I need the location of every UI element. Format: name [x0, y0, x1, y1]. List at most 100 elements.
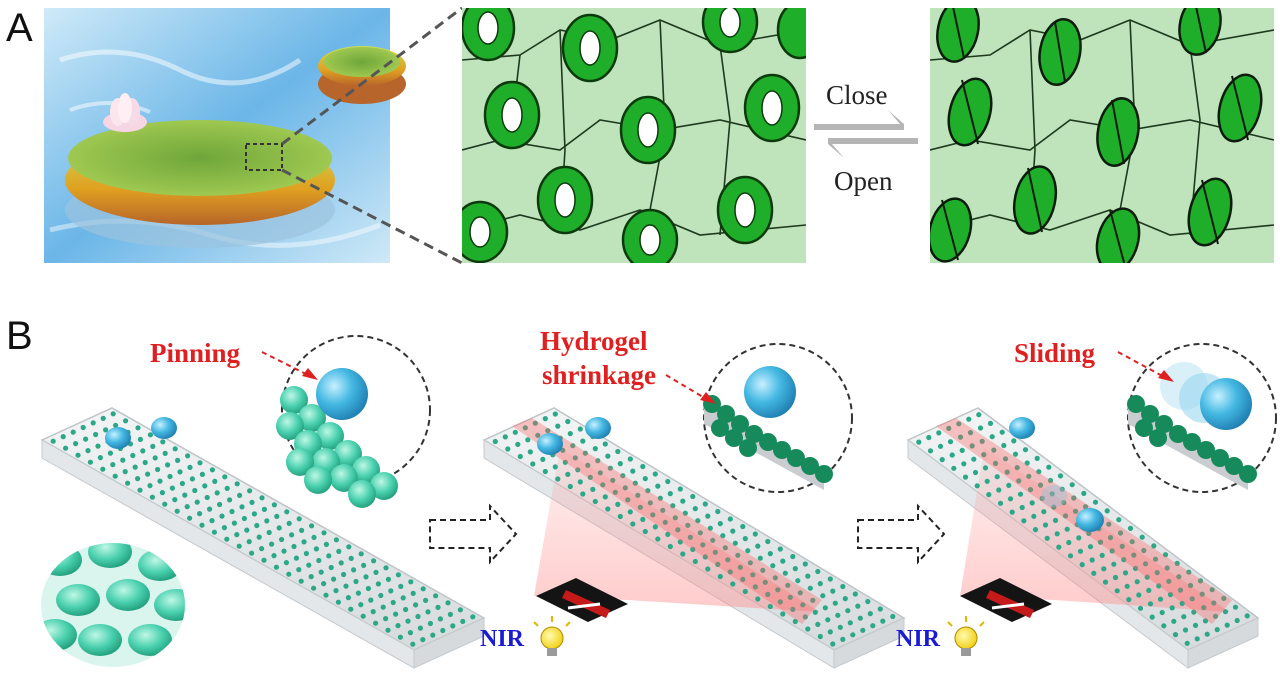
micro-sphere — [445, 600, 451, 606]
micro-sphere — [259, 546, 265, 552]
micro-sphere — [187, 515, 193, 521]
micro-sphere — [323, 592, 329, 598]
micro-sphere — [949, 452, 955, 458]
micro-sphere — [1174, 560, 1180, 567]
micro-sphere — [460, 618, 466, 625]
micro-sphere — [860, 627, 866, 633]
micro-sphere — [375, 581, 381, 587]
micro-sphere — [865, 598, 871, 605]
micro-sphere — [850, 632, 856, 638]
micro-sphere — [717, 573, 723, 580]
micro-sphere — [752, 584, 758, 590]
micro-sphere — [388, 588, 394, 594]
micro-sphere — [239, 504, 245, 510]
micro-sphere — [323, 541, 329, 548]
micro-sphere — [430, 632, 436, 638]
nir-label-1: NIR — [480, 626, 525, 652]
micro-sphere — [1049, 491, 1055, 497]
micro-sphere — [120, 457, 126, 463]
micro-sphere — [224, 536, 230, 542]
micro-sphere — [936, 430, 942, 436]
pinning-label: Pinning — [150, 338, 241, 368]
sliding-droplet — [1076, 508, 1104, 532]
micro-sphere — [321, 581, 327, 587]
micro-sphere — [185, 453, 191, 459]
micro-sphere — [675, 527, 681, 533]
micro-sphere — [395, 572, 401, 578]
micro-sphere — [289, 532, 295, 538]
micro-sphere — [1111, 561, 1117, 567]
micro-sphere — [172, 446, 178, 452]
micro-sphere — [777, 546, 783, 552]
micro-sphere — [535, 432, 541, 438]
micro-sphere — [522, 425, 528, 431]
micro-sphere — [807, 585, 813, 591]
micro-sphere — [817, 581, 823, 587]
micro-sphere — [338, 560, 344, 566]
micro-sphere — [199, 522, 205, 528]
micro-sphere — [318, 569, 324, 575]
substrate-slide-1 — [40, 407, 486, 669]
micro-sphere — [1019, 504, 1025, 511]
arrowheads — [302, 368, 1174, 404]
micro-sphere — [219, 513, 225, 519]
micro-sphere — [321, 530, 327, 536]
micro-sphere — [309, 523, 315, 529]
nir-label-2: NIR — [896, 626, 941, 652]
micro-sphere — [722, 545, 728, 551]
micro-sphere — [927, 448, 934, 454]
micro-sphere — [647, 500, 653, 506]
micro-sphere — [795, 578, 801, 584]
micro-sphere — [222, 474, 228, 480]
micro-sphere — [957, 434, 964, 440]
micro-sphere — [1032, 527, 1039, 533]
micro-sphere — [572, 455, 578, 461]
reversible-arrows — [814, 110, 918, 158]
micro-sphere — [224, 485, 230, 491]
micro-sphere — [615, 501, 621, 507]
micro-sphere — [1016, 478, 1022, 484]
micro-sphere — [343, 583, 349, 589]
micro-sphere — [1104, 508, 1110, 514]
micro-sphere — [620, 473, 626, 479]
micro-sphere — [994, 474, 1000, 480]
micro-sphere — [1081, 490, 1087, 496]
micro-sphere — [642, 528, 648, 535]
micro-sphere — [1189, 596, 1195, 602]
hydrogel-label: Hydrogel — [540, 326, 648, 356]
micro-sphere — [1116, 517, 1122, 523]
micro-sphere — [870, 623, 876, 629]
micro-sphere — [197, 510, 203, 517]
micro-sphere — [946, 425, 952, 431]
micro-sphere — [457, 607, 463, 613]
micro-sphere — [1056, 544, 1062, 550]
micro-sphere — [677, 486, 683, 492]
micro-sphere — [385, 627, 391, 633]
micro-sphere — [792, 618, 798, 625]
micro-sphere — [670, 503, 676, 509]
micro-sphere — [685, 522, 691, 528]
micro-sphere — [1224, 622, 1230, 628]
micro-sphere — [427, 620, 433, 627]
micro-sphere — [241, 515, 247, 522]
zoom-line-bottom — [281, 168, 463, 265]
micro-sphere — [420, 637, 426, 643]
micro-sphere — [712, 549, 718, 555]
close-label: Close — [826, 80, 888, 110]
micro-sphere — [755, 596, 761, 602]
micro-sphere — [637, 504, 643, 510]
micro-sphere — [926, 434, 932, 441]
micro-sphere — [742, 536, 748, 542]
micro-sphere — [1157, 596, 1164, 602]
micro-sphere — [112, 473, 118, 479]
micro-sphere — [822, 605, 828, 611]
micro-sphere — [655, 536, 661, 542]
micro-sphere — [1064, 526, 1070, 532]
micro-sphere — [999, 429, 1005, 435]
micro-sphere — [152, 455, 158, 461]
micro-sphere — [1132, 565, 1139, 572]
micro-sphere — [961, 461, 967, 467]
micro-sphere — [635, 492, 641, 498]
micro-sphere — [1244, 613, 1250, 619]
